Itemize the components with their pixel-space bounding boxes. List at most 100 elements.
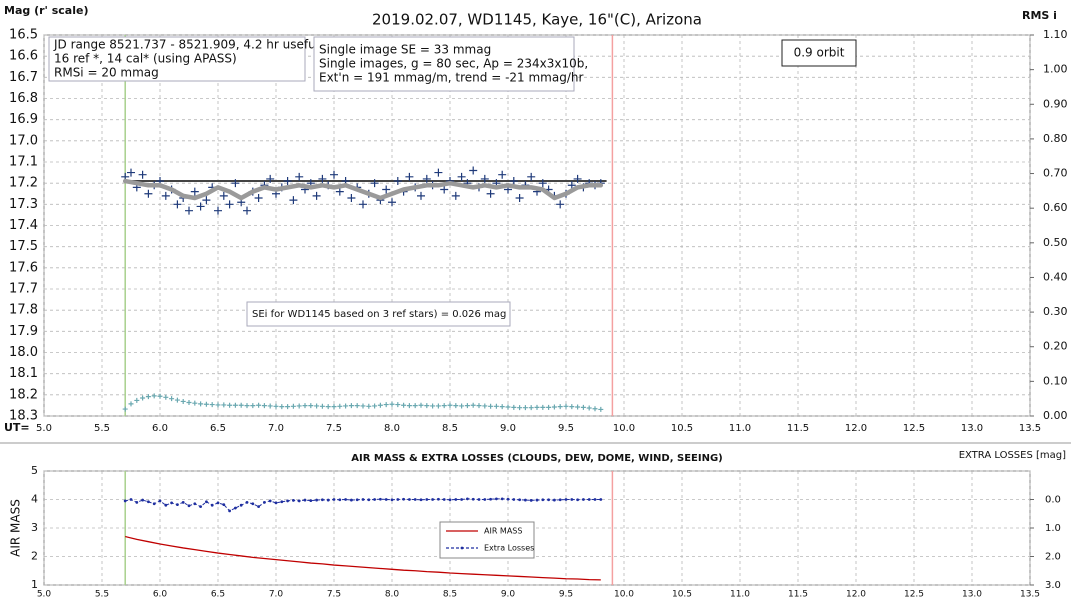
data-point	[361, 498, 365, 501]
data-point	[312, 191, 321, 200]
x-tick-label: 9.0	[501, 590, 516, 600]
annotation-text: 0.9 orbit	[794, 46, 845, 60]
data-point	[547, 498, 550, 502]
y-tick-label: 18.2	[9, 387, 38, 402]
data-point	[161, 191, 170, 200]
x-tick-label: 13.0	[962, 590, 982, 600]
data-point	[221, 402, 227, 408]
y-tick-label: 17.5	[9, 239, 38, 254]
data-point	[238, 402, 244, 408]
data-point	[518, 498, 521, 502]
data-point	[390, 498, 394, 502]
data-point	[257, 505, 260, 509]
data-point	[331, 404, 337, 410]
annotation-text: Single image SE = 33 mmag	[319, 43, 491, 57]
y-tick-label: 18.0	[9, 345, 38, 360]
data-point	[540, 404, 546, 410]
data-point	[157, 393, 163, 399]
data-point	[528, 405, 534, 411]
data-point	[424, 403, 430, 409]
x-tick-label: 12.5	[903, 423, 925, 434]
data-point	[499, 404, 505, 410]
y2-tick-label: 0.20	[1043, 340, 1068, 353]
data-point	[382, 185, 391, 194]
y-tick-label: 5	[31, 464, 38, 477]
data-point	[273, 403, 279, 409]
data-point	[355, 498, 359, 502]
data-point	[315, 498, 318, 502]
data-point	[441, 403, 447, 409]
y-tick-label: 16.8	[9, 91, 38, 106]
smoothed-line	[122, 178, 604, 201]
data-point	[268, 499, 272, 503]
data-point	[350, 498, 353, 502]
data-point	[318, 174, 327, 183]
x-tick-label: 5.0	[36, 423, 52, 434]
data-point	[193, 502, 197, 506]
data-point	[205, 500, 208, 504]
data-point	[283, 177, 292, 186]
data-point	[396, 498, 400, 501]
data-point	[408, 498, 411, 501]
data-point	[158, 499, 162, 503]
data-point	[141, 498, 145, 502]
data-point	[395, 402, 401, 408]
data-point	[495, 497, 498, 501]
data-point	[563, 403, 569, 409]
data-point	[567, 181, 576, 190]
y2-axis-label: RMS i	[1022, 9, 1057, 22]
y-tick-label: 17.3	[9, 197, 38, 212]
data-point	[256, 402, 262, 408]
data-point	[377, 402, 383, 408]
data-point	[354, 403, 360, 409]
data-point	[512, 498, 516, 501]
data-point	[451, 191, 460, 200]
data-point	[239, 503, 243, 507]
x-tick-label: 7.0	[268, 423, 284, 434]
data-point	[372, 403, 378, 409]
data-point	[598, 406, 604, 412]
y2-tick-label: 0.80	[1043, 132, 1068, 145]
data-point	[558, 498, 562, 502]
y-tick-label: 4	[31, 493, 38, 506]
data-point	[251, 502, 255, 506]
data-point	[366, 403, 372, 409]
x-tick-label: 7.5	[326, 423, 342, 434]
data-point	[225, 200, 234, 209]
x-tick-label: 9.5	[558, 423, 574, 434]
data-point	[145, 394, 151, 400]
data-point	[406, 403, 412, 409]
x-tick-label: 7.5	[327, 590, 341, 600]
x-tick-label: 5.0	[37, 590, 52, 600]
data-point	[290, 403, 296, 409]
y-tick-label: 3	[31, 521, 38, 534]
data-point	[370, 179, 379, 188]
data-point	[367, 498, 371, 502]
y-tick-label: 17.9	[9, 324, 38, 339]
data-point	[128, 401, 134, 407]
data-point	[575, 404, 581, 410]
data-point	[180, 398, 186, 404]
data-point	[176, 503, 179, 507]
data-point	[337, 403, 343, 409]
y2-tick-label: 0.0	[1045, 495, 1061, 506]
data-point	[245, 500, 249, 504]
y2-tick-label: 3.0	[1045, 580, 1061, 591]
data-point	[570, 498, 574, 501]
data-point	[144, 189, 153, 198]
data-point	[557, 404, 563, 410]
y-tick-label: 1	[31, 578, 38, 591]
data-point	[576, 498, 579, 502]
x-tick-label: 6.5	[211, 590, 225, 600]
data-point	[169, 396, 175, 402]
data-point	[360, 403, 366, 409]
data-point	[553, 498, 556, 502]
x-tick-label: 10.5	[672, 590, 692, 600]
data-point	[343, 403, 349, 409]
data-point	[314, 403, 320, 409]
data-point	[389, 401, 395, 407]
data-point	[214, 206, 222, 215]
data-point	[469, 166, 478, 175]
data-point	[459, 403, 465, 409]
data-point	[477, 498, 481, 501]
